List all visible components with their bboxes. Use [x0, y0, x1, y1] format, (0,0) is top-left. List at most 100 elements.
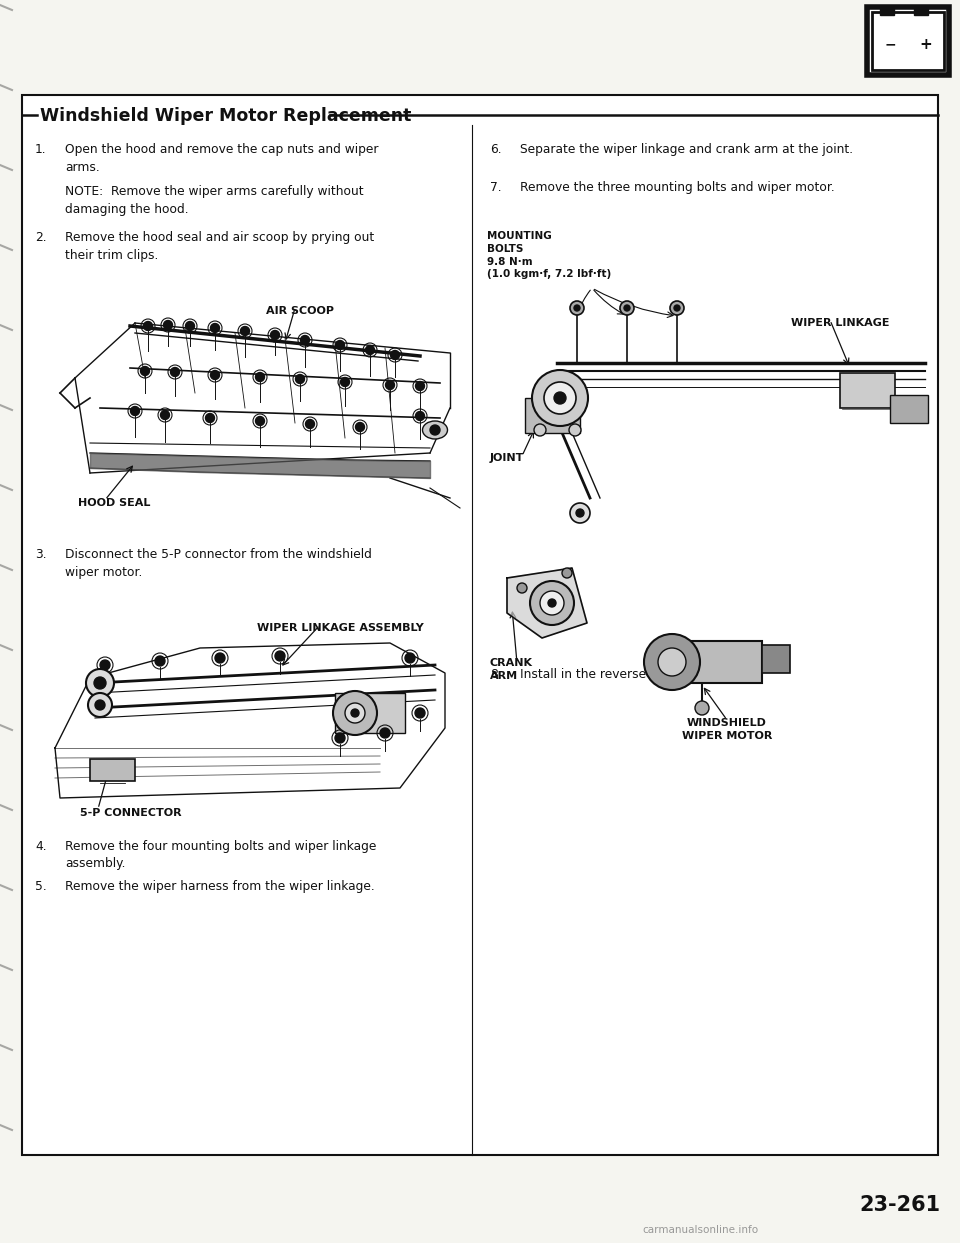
Circle shape — [155, 656, 165, 666]
Text: −: − — [884, 37, 896, 51]
Bar — [762, 645, 790, 672]
Circle shape — [532, 370, 588, 426]
Text: carmanualsonline.info: carmanualsonline.info — [642, 1226, 758, 1236]
Circle shape — [644, 634, 700, 690]
Circle shape — [210, 323, 220, 332]
Text: Install in the reverse order of removal.: Install in the reverse order of removal. — [520, 667, 756, 681]
Circle shape — [574, 305, 580, 311]
Circle shape — [386, 380, 395, 389]
Text: 3.: 3. — [35, 548, 47, 561]
Text: AIR SCOOP: AIR SCOOP — [266, 306, 334, 316]
Circle shape — [405, 653, 415, 663]
Circle shape — [695, 701, 709, 715]
Text: Windshield Wiper Motor Replacement: Windshield Wiper Motor Replacement — [40, 107, 412, 126]
Text: WIPER LINKAGE ASSEMBLY: WIPER LINKAGE ASSEMBLY — [256, 623, 423, 633]
Text: 5.: 5. — [35, 880, 47, 892]
Circle shape — [345, 704, 365, 723]
Text: WINDSHIELD
WIPER MOTOR: WINDSHIELD WIPER MOTOR — [682, 718, 772, 741]
Circle shape — [163, 321, 173, 329]
Ellipse shape — [422, 421, 447, 439]
Text: 6.: 6. — [490, 143, 502, 157]
Circle shape — [570, 301, 584, 314]
Circle shape — [95, 700, 105, 710]
Circle shape — [670, 301, 684, 314]
Text: CRANK
ARM: CRANK ARM — [490, 658, 533, 681]
Text: 23-261: 23-261 — [859, 1195, 941, 1214]
Circle shape — [530, 580, 574, 625]
Bar — [22, 94, 938, 1155]
Circle shape — [391, 351, 399, 359]
Circle shape — [540, 590, 564, 615]
Text: JOINT: JOINT — [490, 452, 524, 462]
Circle shape — [674, 305, 680, 311]
Circle shape — [143, 322, 153, 331]
Circle shape — [415, 709, 425, 718]
Circle shape — [275, 651, 285, 661]
Circle shape — [355, 423, 365, 431]
Bar — [30, 278, 465, 533]
Bar — [914, 7, 928, 15]
Text: 4.: 4. — [35, 840, 47, 853]
Circle shape — [569, 424, 581, 436]
Bar — [672, 641, 762, 682]
Circle shape — [86, 669, 114, 697]
Circle shape — [131, 406, 139, 415]
Text: MOUNTING
BOLTS
9.8 N·m
(1.0 kgm·f, 7.2 lbf·ft): MOUNTING BOLTS 9.8 N·m (1.0 kgm·f, 7.2 l… — [487, 231, 612, 280]
Bar — [482, 222, 930, 653]
Circle shape — [517, 583, 527, 593]
Text: 2.: 2. — [35, 231, 47, 244]
Text: Disconnect the 5-P connector from the windshield
wiper motor.: Disconnect the 5-P connector from the wi… — [65, 548, 372, 578]
Text: Remove the three mounting bolts and wiper motor.: Remove the three mounting bolts and wipe… — [520, 181, 835, 194]
Text: 1.: 1. — [35, 143, 47, 157]
Text: Remove the four mounting bolts and wiper linkage
assembly.: Remove the four mounting bolts and wiper… — [65, 840, 376, 870]
Circle shape — [534, 424, 546, 436]
Circle shape — [351, 709, 359, 717]
Circle shape — [544, 382, 576, 414]
Circle shape — [296, 374, 304, 384]
Circle shape — [335, 733, 345, 743]
Circle shape — [576, 508, 584, 517]
Text: 8.: 8. — [490, 667, 502, 681]
Text: Remove the wiper harness from the wiper linkage.: Remove the wiper harness from the wiper … — [65, 880, 374, 892]
Bar — [525, 398, 580, 433]
Bar — [880, 7, 894, 15]
Circle shape — [94, 677, 106, 689]
Circle shape — [185, 322, 195, 331]
Circle shape — [171, 368, 180, 377]
Circle shape — [210, 370, 220, 379]
Circle shape — [160, 410, 170, 419]
Text: HOOD SEAL: HOOD SEAL — [78, 498, 151, 508]
Bar — [90, 759, 135, 781]
Circle shape — [416, 411, 424, 420]
Text: Remove the hood seal and air scoop by prying out
their trim clips.: Remove the hood seal and air scoop by pr… — [65, 231, 374, 261]
Text: WIPER LINKAGE: WIPER LINKAGE — [791, 318, 889, 328]
Circle shape — [620, 301, 634, 314]
Text: +: + — [920, 36, 932, 51]
Circle shape — [205, 414, 214, 423]
Bar — [840, 373, 895, 408]
Circle shape — [430, 425, 440, 435]
Circle shape — [658, 648, 686, 676]
Circle shape — [624, 305, 630, 311]
Text: Open the hood and remove the cap nuts and wiper
arms.: Open the hood and remove the cap nuts an… — [65, 143, 378, 174]
Circle shape — [305, 419, 315, 429]
Text: 5-P CONNECTOR: 5-P CONNECTOR — [80, 808, 181, 818]
Circle shape — [380, 728, 390, 738]
Text: 7.: 7. — [490, 181, 502, 194]
Circle shape — [548, 599, 556, 607]
Circle shape — [570, 503, 590, 523]
Circle shape — [271, 331, 279, 339]
Circle shape — [215, 653, 225, 663]
Circle shape — [562, 568, 572, 578]
Bar — [872, 12, 944, 70]
Bar — [30, 593, 465, 828]
Circle shape — [255, 416, 265, 425]
Circle shape — [341, 378, 349, 387]
Circle shape — [416, 382, 424, 390]
Circle shape — [88, 694, 112, 717]
Circle shape — [554, 392, 566, 404]
Circle shape — [241, 327, 250, 336]
Circle shape — [366, 346, 374, 354]
Text: Separate the wiper linkage and crank arm at the joint.: Separate the wiper linkage and crank arm… — [520, 143, 853, 157]
Bar — [335, 694, 405, 733]
